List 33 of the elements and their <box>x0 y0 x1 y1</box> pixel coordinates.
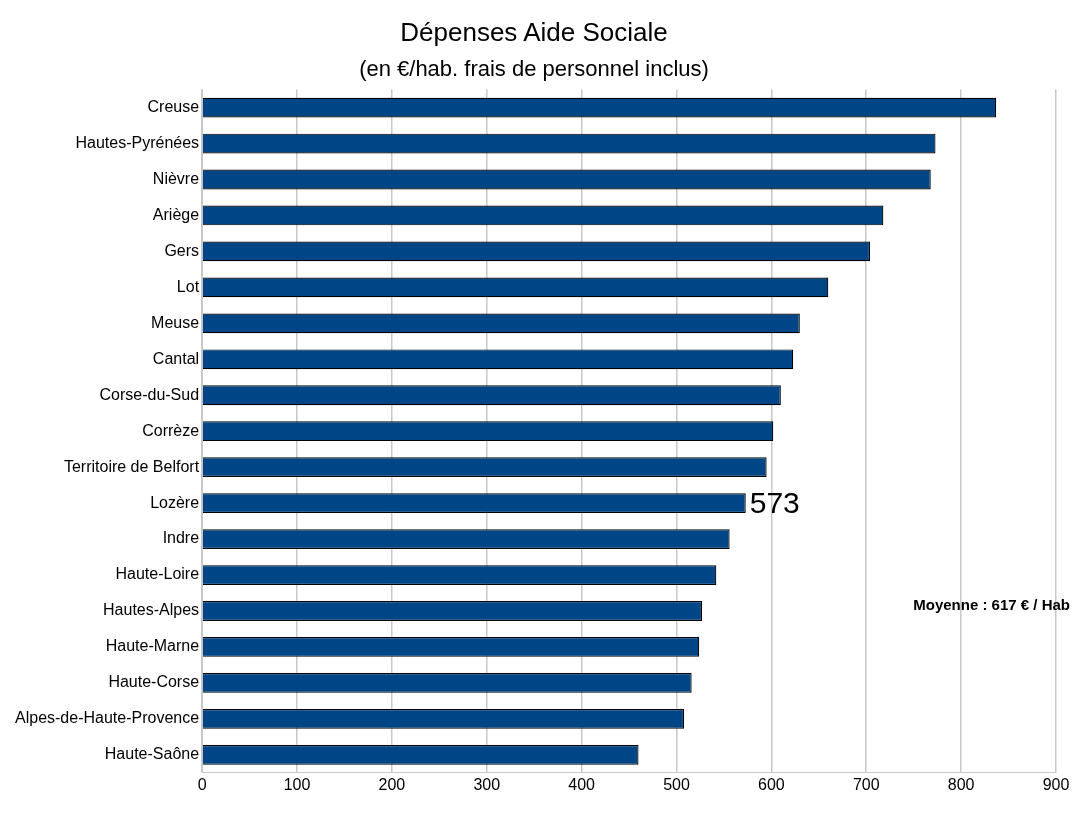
y-tick-label: Lozère <box>150 493 200 511</box>
y-tick-label: Hautes-Alpes <box>103 601 200 619</box>
y-tick-label: Ariège <box>152 205 200 223</box>
y-tick-label: Gers <box>164 241 200 259</box>
y-tick-label: Haute-Corse <box>108 673 200 691</box>
x-tick-label: 500 <box>663 775 690 793</box>
x-tick-label: 600 <box>758 775 785 793</box>
chart-subtitle: (en €/hab. frais de personnel inclus) <box>359 56 709 82</box>
x-tick-label: 900 <box>1042 775 1070 793</box>
x-tick-label: 800 <box>947 775 975 793</box>
y-tick-label: Cantal <box>152 349 200 367</box>
y-tick-label: Hautes-Pyrénées <box>75 133 200 151</box>
y-tick-label: Alpes-de-Haute-Provence <box>15 709 200 727</box>
y-tick-label: Haute-Loire <box>115 565 200 583</box>
chart-title: Dépenses Aide Sociale <box>400 16 668 47</box>
y-tick-label: Territoire de Belfort <box>63 457 200 475</box>
x-tick-label: 0 <box>197 775 207 793</box>
annotation: 573 <box>749 486 800 520</box>
y-tick-label: Meuse <box>151 313 200 331</box>
y-tick-label: Lot <box>176 277 200 295</box>
y-tick-label: Corse-du-Sud <box>99 385 200 403</box>
x-tick-label: 700 <box>852 775 880 793</box>
y-tick-label: Indre <box>162 529 200 547</box>
x-tick-label: 400 <box>568 775 596 793</box>
annotation: Moyenne : 617 € / Hab <box>913 595 1070 613</box>
y-tick-label: Corrèze <box>142 421 200 439</box>
y-tick-label: Creuse <box>147 97 200 115</box>
y-tick-label: Haute-Saône <box>104 745 200 763</box>
y-tick-label: Nièvre <box>152 169 200 187</box>
x-tick-label: 100 <box>283 775 311 793</box>
x-tick-label: 300 <box>473 775 501 793</box>
x-tick-label: 200 <box>378 775 406 793</box>
y-tick-label: Haute-Marne <box>105 637 200 655</box>
